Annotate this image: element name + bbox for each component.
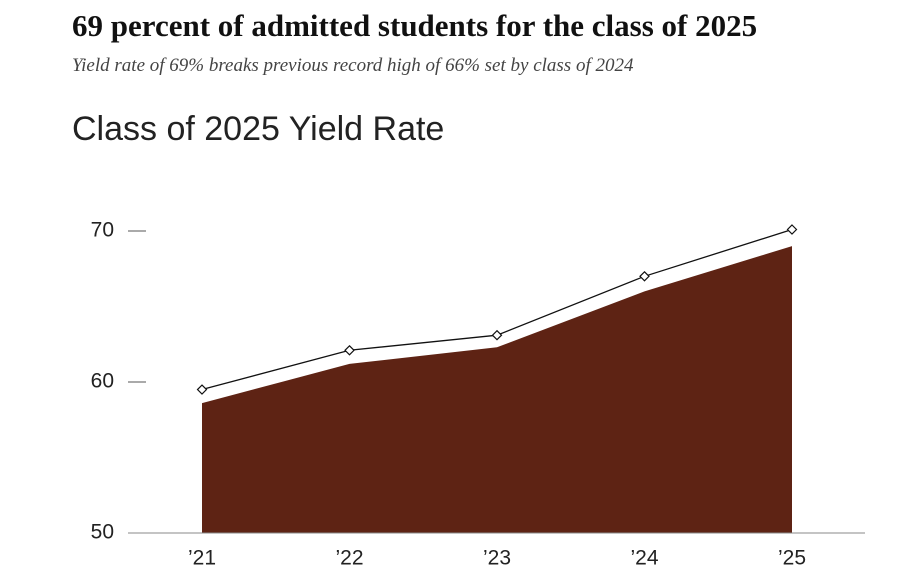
marker [344, 344, 355, 356]
marker [196, 384, 208, 395]
y-tick-label: 60 [91, 370, 114, 393]
x-tick-label: ’21 [188, 547, 216, 570]
x-tick-label: ’24 [630, 547, 658, 570]
area [202, 246, 792, 533]
x-tick-label: ’23 [483, 547, 511, 570]
headline: 69 percent of admitted students for the … [72, 8, 758, 43]
marker [639, 270, 650, 282]
x-tick-label: ’25 [778, 547, 806, 570]
y-tick-label: 50 [91, 521, 114, 544]
marker [786, 224, 798, 235]
y-tick-label: 70 [91, 219, 114, 242]
chart-title: Class of 2025 Yield Rate [72, 110, 444, 148]
subtitle: Yield rate of 69% breaks previous record… [72, 55, 634, 76]
marker [491, 329, 503, 341]
x-tick-label: ’22 [335, 547, 363, 570]
